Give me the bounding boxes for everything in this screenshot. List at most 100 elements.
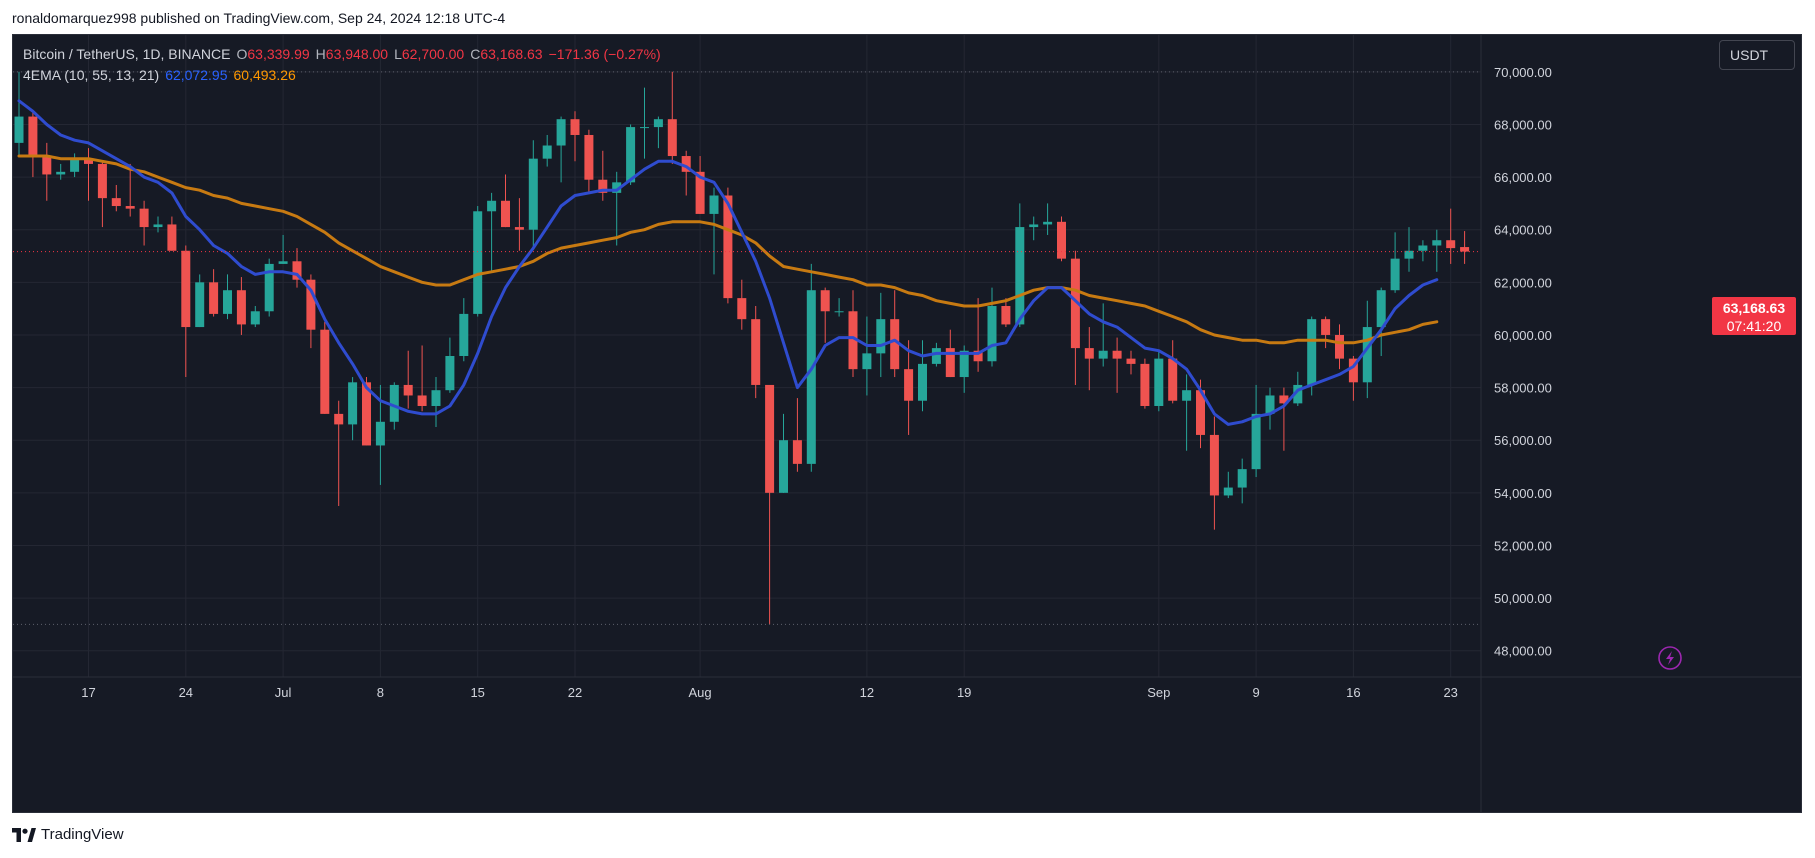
candle-body [820, 290, 830, 312]
candle-body [1182, 390, 1192, 401]
ema-fast-value: 62,072.95 [165, 67, 228, 83]
lightning-icon [1658, 646, 1682, 670]
last-price-value: 63,168.63 [1722, 300, 1786, 316]
candle-body [737, 298, 747, 320]
candle-body [542, 145, 552, 159]
legend-ohlc: Bitcoin / TetherUS, 1D, BINANCE O63,339.9… [23, 46, 661, 62]
candle-body [264, 263, 274, 312]
candle-body [250, 311, 260, 325]
candle-body [1418, 245, 1428, 251]
candle-body [362, 382, 371, 446]
tradingview-brand-text: TradingView [41, 826, 124, 843]
candle-body [584, 134, 594, 180]
candle-body [14, 116, 24, 143]
candle-body [1293, 384, 1303, 404]
candle-body [1335, 334, 1344, 359]
candle-body [306, 279, 316, 330]
candle-body [1265, 395, 1275, 414]
candle-body [1112, 350, 1122, 359]
candle-body [640, 127, 649, 129]
x-tick-label: 8 [377, 685, 384, 700]
candle-body [695, 171, 705, 214]
indicator-name[interactable]: 4EMA (10, 55, 13, 21) [23, 67, 160, 83]
currency-button[interactable]: USDT [1719, 40, 1795, 70]
y-tick-label: 62,000.00 [1494, 275, 1552, 290]
legend-close-value: 63,168.63 [480, 46, 543, 62]
x-tick-label: 17 [81, 685, 95, 700]
candle-body [1432, 240, 1442, 246]
candle-body [417, 395, 427, 406]
candle-body [70, 158, 80, 172]
candle-body [1223, 487, 1233, 496]
candle-body [1001, 306, 1011, 325]
candle-body [1196, 390, 1205, 435]
x-tick-label: Aug [689, 685, 712, 700]
candle-body [84, 158, 93, 164]
candle-body [653, 119, 663, 128]
ema-slow-value: 60,493.26 [233, 67, 296, 83]
candle-body [459, 313, 469, 356]
legend-high-label: H [315, 46, 326, 62]
candle-body [1307, 319, 1317, 385]
legend-indicator: 4EMA (10, 55, 13, 21) 62,072.95 60,493.26 [23, 67, 296, 83]
candle-body [278, 261, 288, 264]
candle-body [751, 319, 761, 385]
legend-low-label: L [394, 46, 402, 62]
candle-body [973, 350, 983, 362]
chart-panel[interactable]: 48,000.00 50,000.00 52,000.00 54,000.00 56,0… [12, 34, 1802, 813]
x-tick-label: 19 [957, 685, 971, 700]
ema-fast-line [17, 99, 1439, 426]
y-tick-label: 58,000.00 [1494, 381, 1552, 396]
candle-body [959, 350, 969, 378]
candle-body [792, 440, 802, 464]
y-tick-label: 70,000.00 [1494, 65, 1552, 80]
y-tick-label: 66,000.00 [1494, 170, 1552, 185]
candle-body [473, 211, 483, 314]
candle-body [431, 390, 441, 406]
legend-change: −171.36 (−0.27%) [548, 46, 661, 62]
candle-body [445, 356, 455, 391]
y-tick-label: 50,000.00 [1494, 591, 1552, 606]
candle-body [1126, 358, 1136, 364]
candle-body [195, 282, 205, 328]
candle-body [28, 116, 38, 157]
y-tick-label: 52,000.00 [1494, 538, 1552, 553]
candle-body [1251, 413, 1261, 470]
legend-open-label: O [236, 46, 248, 62]
candle-body [1446, 240, 1456, 249]
candle-body [723, 195, 733, 299]
last-price-tag: 63,168.63 07:41:20 [1712, 297, 1796, 335]
legend-low-value: 62,700.00 [401, 46, 465, 62]
candle-body [904, 369, 914, 401]
candle-body [1043, 221, 1053, 225]
candle-body [403, 384, 413, 396]
candle-body [389, 384, 399, 422]
candle-body [667, 119, 677, 157]
candle-body [681, 156, 691, 172]
candle-body [945, 348, 955, 378]
candle-body [598, 179, 608, 193]
tradingview-logo[interactable]: TradingView [12, 826, 124, 843]
candle-body [334, 413, 344, 425]
y-tick-label: 56,000.00 [1494, 433, 1552, 448]
candle-body [1348, 358, 1358, 383]
candle-body [626, 127, 636, 183]
candle-body [42, 156, 52, 175]
candle-body [1279, 395, 1289, 404]
candle-body [612, 182, 622, 193]
candle-body [375, 421, 385, 446]
price-chart[interactable]: 48,000.00 50,000.00 52,000.00 54,000.00 56,0… [13, 35, 1801, 812]
candle-body [501, 200, 510, 228]
candle-body [125, 206, 135, 209]
candle-body [848, 311, 858, 370]
candle-body [1154, 358, 1164, 406]
candle-body [181, 250, 191, 328]
candle-body [1098, 350, 1108, 359]
candle-body [918, 363, 927, 401]
candle-body [514, 227, 524, 230]
candle-body [1070, 258, 1080, 349]
candle-body [209, 282, 219, 314]
legend-symbol[interactable]: Bitcoin / TetherUS, 1D, BINANCE [23, 46, 231, 62]
candle-body [1015, 227, 1025, 325]
lightning-bolt-glyph [1666, 651, 1674, 665]
